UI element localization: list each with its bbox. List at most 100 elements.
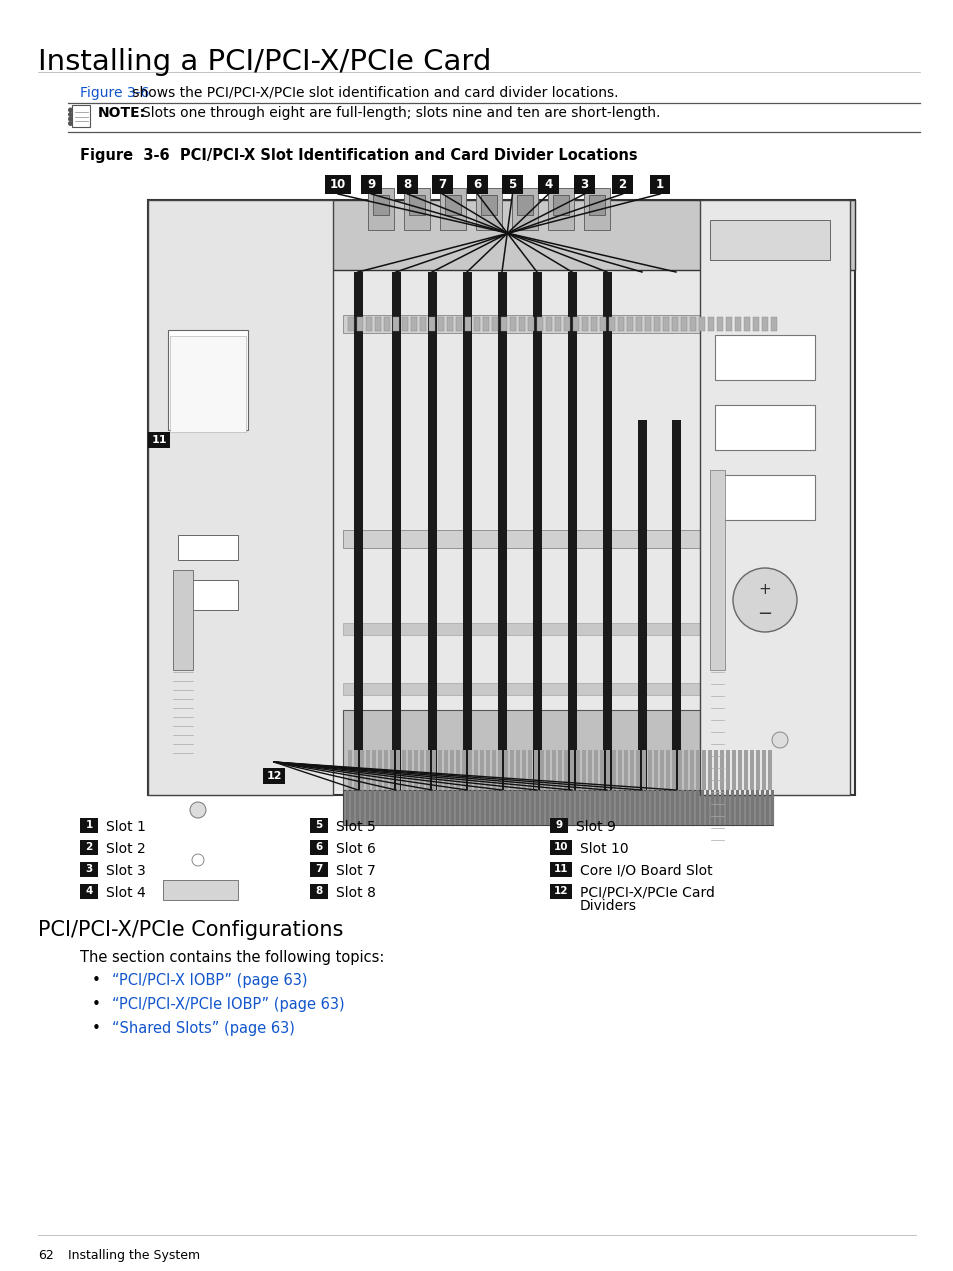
Text: NOTE:: NOTE: <box>98 105 146 119</box>
Bar <box>713 750 718 791</box>
Bar <box>510 750 514 791</box>
Bar <box>429 316 435 330</box>
Bar <box>735 791 739 825</box>
Bar <box>432 750 436 791</box>
Bar <box>605 791 608 825</box>
Bar <box>437 750 441 791</box>
Bar <box>460 791 463 825</box>
Bar <box>761 316 767 330</box>
Bar <box>444 194 460 215</box>
Bar <box>576 750 579 791</box>
Bar <box>550 862 572 877</box>
Text: “PCI/PCI-X IOBP” (page 63): “PCI/PCI-X IOBP” (page 63) <box>112 974 307 988</box>
Bar <box>590 791 594 825</box>
Bar <box>386 791 389 825</box>
Bar <box>366 791 369 825</box>
Bar <box>696 791 699 825</box>
Bar <box>343 623 772 636</box>
Bar <box>612 175 633 194</box>
Bar <box>325 175 351 194</box>
Bar <box>720 791 723 825</box>
Bar <box>588 194 604 215</box>
Bar <box>660 791 663 825</box>
Text: PCI/PCI-X/PCIe Card: PCI/PCI-X/PCIe Card <box>579 886 714 900</box>
Text: 5: 5 <box>508 178 517 192</box>
Bar <box>560 791 563 825</box>
Text: shows the PCI/PCI-X/PCIe slot identification and card divider locations.: shows the PCI/PCI-X/PCIe slot identifica… <box>128 86 618 100</box>
Bar <box>491 791 494 825</box>
Circle shape <box>69 117 72 121</box>
Bar <box>551 791 554 825</box>
Bar <box>414 750 417 791</box>
Bar <box>707 750 711 791</box>
Bar <box>525 791 529 825</box>
Bar <box>745 791 748 825</box>
Bar <box>178 580 237 610</box>
Bar <box>714 475 814 520</box>
Bar <box>731 750 735 791</box>
Bar <box>539 750 543 791</box>
Text: Slot 9: Slot 9 <box>576 820 616 834</box>
Bar <box>752 316 759 330</box>
Bar <box>567 272 577 791</box>
Bar <box>714 405 814 450</box>
Bar <box>343 710 772 791</box>
Bar <box>602 272 612 791</box>
Bar <box>518 316 524 330</box>
Bar <box>456 750 459 791</box>
Text: Slot 5: Slot 5 <box>335 820 375 834</box>
Bar <box>461 750 465 791</box>
Bar <box>710 791 713 825</box>
Text: 12: 12 <box>553 886 568 896</box>
Bar <box>565 791 568 825</box>
Bar <box>420 791 423 825</box>
Bar <box>431 791 434 825</box>
Bar <box>647 750 651 791</box>
Bar <box>680 791 683 825</box>
Text: 2: 2 <box>85 843 92 853</box>
Bar <box>534 750 537 791</box>
Bar <box>419 750 423 791</box>
Bar <box>650 791 654 825</box>
Bar <box>80 840 98 855</box>
Bar <box>626 316 633 330</box>
Bar <box>770 791 773 825</box>
Bar <box>700 791 703 825</box>
Bar <box>474 750 477 791</box>
Text: 3: 3 <box>579 178 588 192</box>
Bar <box>620 791 623 825</box>
Bar <box>400 791 403 825</box>
Bar <box>440 791 443 825</box>
Bar <box>360 175 381 194</box>
Bar <box>636 750 639 791</box>
Bar <box>587 750 592 791</box>
Bar <box>480 791 483 825</box>
Bar <box>348 750 352 791</box>
Text: Installing the System: Installing the System <box>68 1249 200 1262</box>
Bar <box>707 316 713 330</box>
Text: Slot 2: Slot 2 <box>106 841 146 855</box>
Bar <box>456 316 461 330</box>
Bar <box>630 791 634 825</box>
Bar <box>755 791 759 825</box>
Text: Slot 7: Slot 7 <box>335 864 375 878</box>
Bar <box>456 791 458 825</box>
Text: “PCI/PCI-X/PCIe IOBP” (page 63): “PCI/PCI-X/PCIe IOBP” (page 63) <box>112 996 344 1012</box>
Bar <box>392 272 400 791</box>
Bar <box>683 750 687 791</box>
Bar <box>547 188 574 230</box>
Text: 8: 8 <box>315 886 322 896</box>
Bar <box>623 750 627 791</box>
Bar <box>464 316 471 330</box>
Bar <box>659 750 663 791</box>
Bar <box>531 791 534 825</box>
Bar <box>701 750 705 791</box>
Bar <box>550 819 567 833</box>
Bar <box>761 750 765 791</box>
Text: Installing a PCI/PCI-X/PCIe Card: Installing a PCI/PCI-X/PCIe Card <box>38 48 491 76</box>
Bar <box>638 419 646 791</box>
Text: PCI/PCI-X/PCIe Configurations: PCI/PCI-X/PCIe Configurations <box>38 920 343 941</box>
Bar <box>649 175 669 194</box>
Text: 7: 7 <box>315 864 322 874</box>
Bar <box>725 316 731 330</box>
